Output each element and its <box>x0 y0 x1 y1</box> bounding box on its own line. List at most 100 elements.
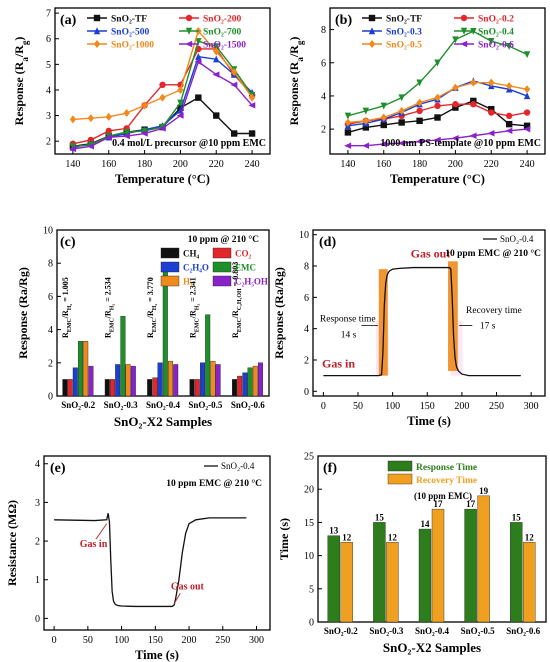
y-label-text: Response (Ra/Rg) <box>16 267 30 359</box>
bar-value-label: 12 <box>525 532 535 542</box>
bar <box>327 535 340 623</box>
ratio-label: REMC/RC₂H₅OH = 0.803 <box>231 262 243 338</box>
bar <box>431 508 445 623</box>
data-point <box>212 71 220 78</box>
annotation: 10 ppm EMC @ 210 °C <box>166 478 262 489</box>
ratio-value: = 3.770 <box>146 277 155 304</box>
legend-marker <box>460 14 468 22</box>
data-point <box>362 142 370 149</box>
panel-a: (a) 140 160 180 200 220 240 2 3 4 5 6 7 Temperature (… <box>12 7 271 186</box>
bar <box>72 367 78 397</box>
data-point <box>488 109 495 116</box>
data-point <box>434 102 441 110</box>
data-point <box>213 55 220 63</box>
legend-marker <box>368 40 376 48</box>
ratio-label: REMC/RH₂ = 2.534 <box>104 277 116 338</box>
data-point <box>488 37 495 45</box>
data-point <box>159 93 166 102</box>
ratio-label: REMC/RH₂ = 3.770 <box>146 277 158 338</box>
data-point <box>415 138 423 145</box>
bar <box>67 379 73 397</box>
data-point <box>470 97 477 105</box>
data-point <box>177 99 184 107</box>
bar <box>418 528 432 623</box>
y-label-end: ) <box>287 37 301 41</box>
data-point <box>362 116 370 125</box>
x-tick-label: 160 <box>101 159 116 170</box>
data-point <box>434 59 441 67</box>
data-point <box>398 119 405 126</box>
x-tick-label: 220 <box>209 159 224 170</box>
bar <box>258 362 264 397</box>
data-point <box>248 130 256 137</box>
data-point <box>195 94 202 101</box>
ratio-value: = 0.803 <box>231 262 240 289</box>
ratio-sub: EMC <box>110 318 116 332</box>
data-point <box>177 85 184 94</box>
data-point <box>487 130 495 137</box>
y-tick-label: 0 <box>309 618 314 629</box>
data-point <box>416 79 423 87</box>
y-tick-label: 6 <box>46 34 51 45</box>
x-axis-label: SnO₂-X2 Samples <box>383 640 481 655</box>
x-tick-label: 200 <box>173 159 188 170</box>
gas-out-label: Gas out <box>411 246 451 260</box>
series-line <box>72 55 253 149</box>
legend-marker <box>460 40 468 48</box>
bar <box>205 314 211 397</box>
ratio-sub: H₂ <box>110 304 116 311</box>
ratio-mid: /R <box>231 310 240 319</box>
x-tick-label: 150 <box>148 635 163 646</box>
data-point <box>362 124 370 131</box>
bar <box>252 365 258 397</box>
recovery-time-value: 17 s <box>480 322 496 332</box>
bar <box>373 522 386 623</box>
bar <box>231 379 237 397</box>
series-5 <box>69 58 256 153</box>
bar <box>125 364 131 397</box>
ratio-sub: EMC <box>194 318 200 332</box>
y-tick-label: 0 <box>304 387 309 398</box>
bar <box>386 542 399 623</box>
data-point <box>105 127 112 135</box>
bar <box>109 379 115 397</box>
x-tick-label: SnO₂-0.4 <box>146 400 180 410</box>
ratio-mid: /R <box>61 310 70 319</box>
y-label-main: Response (R <box>287 61 301 125</box>
legend-swatch <box>212 247 232 259</box>
y-tick-label: 10 <box>304 551 314 562</box>
bar-value-label: 13 <box>329 526 339 536</box>
bar <box>477 495 490 623</box>
legend: Response Time Recovery Time (10 ppm EMC) <box>387 460 477 501</box>
ratio-pre: R <box>188 332 197 338</box>
legend-label: SnO₂-0.2 <box>478 15 514 25</box>
y-tick-label: 25 <box>304 452 314 463</box>
legend-swatch <box>160 247 180 259</box>
data-point <box>248 102 256 109</box>
data-point <box>452 83 459 92</box>
data-point <box>416 107 423 115</box>
legend-label: Recovery Time <box>416 476 477 486</box>
data-point <box>176 112 184 119</box>
bar <box>77 341 83 397</box>
data-point <box>523 122 531 129</box>
y-axis-label: Response (Ra/Rg) <box>272 267 286 359</box>
x-axis-label: SnO₂-X2 Samples <box>114 414 212 429</box>
data-point <box>398 106 405 115</box>
y-tick-label: 8 <box>48 259 53 270</box>
x-tick-label: 200 <box>448 159 463 170</box>
bar <box>83 341 89 397</box>
y-tick-label: 7 <box>46 9 51 20</box>
data-point <box>416 98 423 107</box>
data-point <box>523 51 531 59</box>
legend-label: SnO₂-500 <box>111 28 149 38</box>
data-point <box>416 117 423 125</box>
legend-label: Response Time <box>416 463 477 473</box>
plot-frame <box>43 455 271 631</box>
x-tick-label: SnO₂-0.2 <box>324 626 358 636</box>
data-point <box>69 143 77 151</box>
panel-tag: (d) <box>319 235 336 250</box>
bar <box>115 364 121 397</box>
data-point <box>397 140 405 147</box>
data-point <box>141 101 148 110</box>
